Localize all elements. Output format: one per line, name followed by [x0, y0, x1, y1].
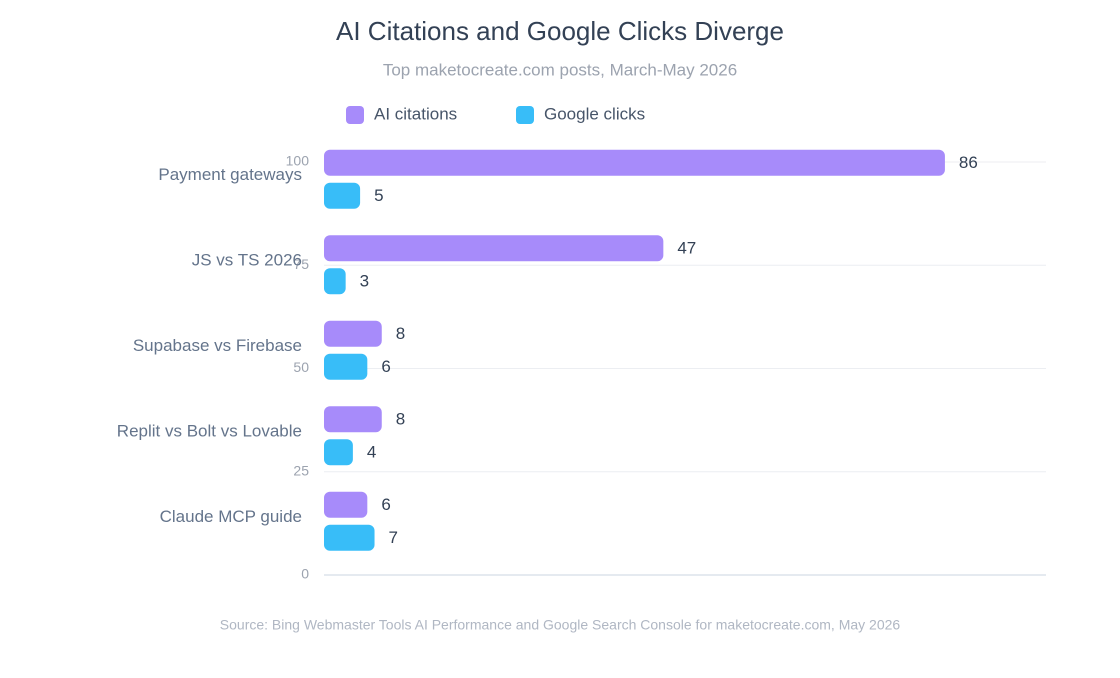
- value-label: 5: [374, 186, 383, 205]
- value-label: 8: [396, 324, 405, 343]
- bar: [324, 149, 945, 176]
- value-label: 86: [959, 153, 978, 172]
- legend-label: AI citations: [374, 104, 457, 123]
- bar: [324, 406, 382, 433]
- value-label: 6: [381, 357, 390, 376]
- bar: [324, 439, 353, 466]
- y-tick-label: 0: [301, 566, 309, 582]
- value-label: 4: [367, 443, 376, 462]
- value-label: 3: [360, 272, 369, 291]
- bar: [324, 524, 375, 551]
- chart-source: Source: Bing Webmaster Tools AI Performa…: [220, 617, 901, 633]
- chart-subtitle: Top maketocreate.com posts, March-May 20…: [383, 60, 737, 79]
- value-label: 7: [389, 528, 398, 547]
- chart-title: AI Citations and Google Clicks Diverge: [336, 16, 784, 46]
- value-label: 47: [677, 239, 696, 258]
- legend-label: Google clicks: [544, 104, 645, 123]
- category-label: Claude MCP guide: [160, 507, 302, 526]
- y-tick-label: 100: [286, 153, 310, 169]
- bar: [324, 491, 368, 518]
- value-label: 6: [381, 495, 390, 514]
- y-tick-label: 75: [293, 256, 309, 272]
- category-label: Payment gateways: [158, 165, 302, 184]
- legend-swatch: [516, 106, 534, 124]
- bar: [324, 320, 382, 347]
- bar: [324, 235, 664, 262]
- bar: [324, 182, 361, 209]
- legend-swatch: [346, 106, 364, 124]
- category-label: Supabase vs Firebase: [133, 336, 302, 355]
- category-label: JS vs TS 2026: [192, 251, 302, 270]
- bar: [324, 268, 346, 295]
- bar: [324, 353, 368, 380]
- category-label: Replit vs Bolt vs Lovable: [117, 422, 302, 441]
- y-tick-label: 50: [293, 359, 309, 375]
- y-tick-label: 25: [293, 462, 309, 478]
- value-label: 8: [396, 410, 405, 429]
